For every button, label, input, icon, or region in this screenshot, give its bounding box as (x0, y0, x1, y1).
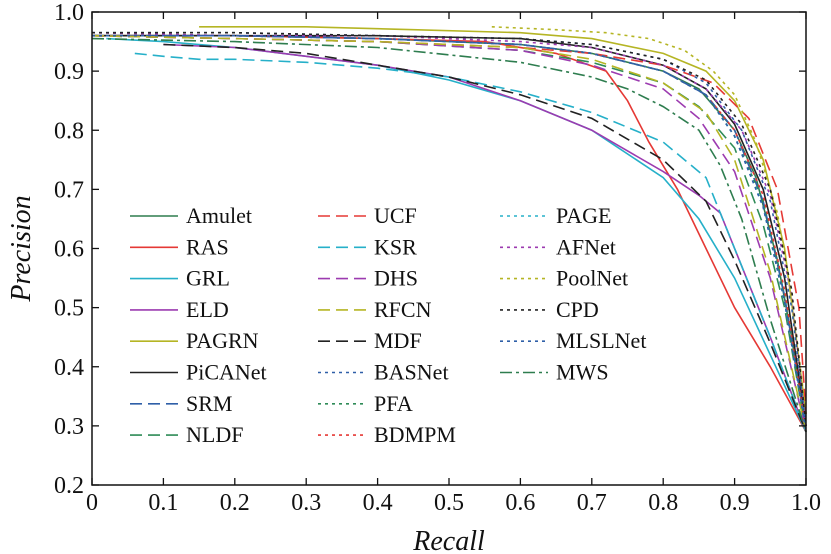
legend-label-page: PAGE (556, 203, 611, 228)
legend-label-ksr: KSR (374, 234, 417, 259)
legend-label-mlslnet: MLSLNet (556, 328, 646, 353)
x-tick-label: 0.9 (720, 490, 750, 516)
legend-label-nldf: NLDF (186, 422, 243, 447)
x-tick-label: 1.0 (791, 490, 821, 516)
legend-label-eld: ELD (186, 297, 229, 322)
legend-label-pfa: PFA (374, 391, 413, 416)
x-tick-label: 0.4 (363, 490, 393, 516)
legend-label-poolnet: PoolNet (556, 266, 628, 291)
x-axis-title: Recall (412, 526, 485, 554)
legend-label-afnet: AFNet (556, 234, 616, 259)
y-tick-label: 0.9 (54, 59, 84, 85)
x-tick-label: 0.2 (220, 490, 250, 516)
series-line-dhs (91, 34, 807, 432)
series-line-cpd (92, 31, 807, 426)
y-tick-label: 0.7 (54, 177, 84, 203)
y-tick-label: 0.6 (54, 237, 84, 263)
x-tick-label: 0.7 (577, 490, 607, 516)
legend-label-bdmpm: BDMPM (374, 422, 456, 447)
legend: Amulet RAS GRL ELD PAGRN PiCANet SRM NLDF UCF KSR… (130, 203, 646, 447)
legend-label-mdf: MDF (374, 328, 422, 353)
legend-label-dhs: DHS (374, 266, 418, 291)
y-tick-label: 0.4 (54, 355, 84, 381)
legend-label-rfcn: RFCN (374, 297, 432, 322)
curves-layer (91, 26, 807, 433)
legend-label-ucf: UCF (374, 203, 417, 228)
x-tick-label: 0.8 (648, 490, 678, 516)
series-line-rfcn (91, 34, 807, 432)
y-tick-label: 0.8 (54, 118, 84, 144)
x-tick-label: 0.3 (291, 490, 321, 516)
y-tick-label: 0.3 (54, 414, 84, 440)
legend-label-cpd: CPD (556, 297, 599, 322)
series-line-ras (92, 34, 807, 433)
legend-label-grl: GRL (186, 266, 230, 291)
y-tick-label: 0.2 (54, 473, 84, 499)
series-line-mws (91, 37, 807, 433)
series-line-afnet (91, 31, 807, 426)
y-axis-title: Precision (6, 195, 37, 302)
legend-label-pagrn: PAGRN (186, 328, 259, 353)
y-tick-label: 0.5 (54, 296, 84, 322)
y-tick-label: 1.0 (54, 0, 84, 26)
series-line-pagrn (199, 26, 807, 415)
x-tick-label: 0.6 (505, 490, 535, 516)
ticks-layer: 0 0.1 0.2 0.3 0.4 0.5 0.6 0.7 0.8 0.9 1.0 0.2 0.3 0.4… (54, 0, 821, 516)
legend-label-mws: MWS (556, 360, 609, 385)
legend-label-srm: SRM (186, 391, 232, 416)
x-tick-label: 0 (86, 490, 98, 516)
x-tick-label: 0.1 (148, 490, 178, 516)
legend-label-basnet: BASNet (374, 360, 449, 385)
legend-label-picanet: PiCANet (186, 360, 267, 385)
series-line-mdf (163, 43, 807, 433)
series-line-mlslnet (92, 34, 807, 432)
legend-label-amulet: Amulet (186, 203, 252, 228)
series-line-ksr (134, 52, 807, 433)
x-tick-label: 0.5 (434, 490, 464, 516)
legend-label-ras: RAS (186, 234, 229, 259)
